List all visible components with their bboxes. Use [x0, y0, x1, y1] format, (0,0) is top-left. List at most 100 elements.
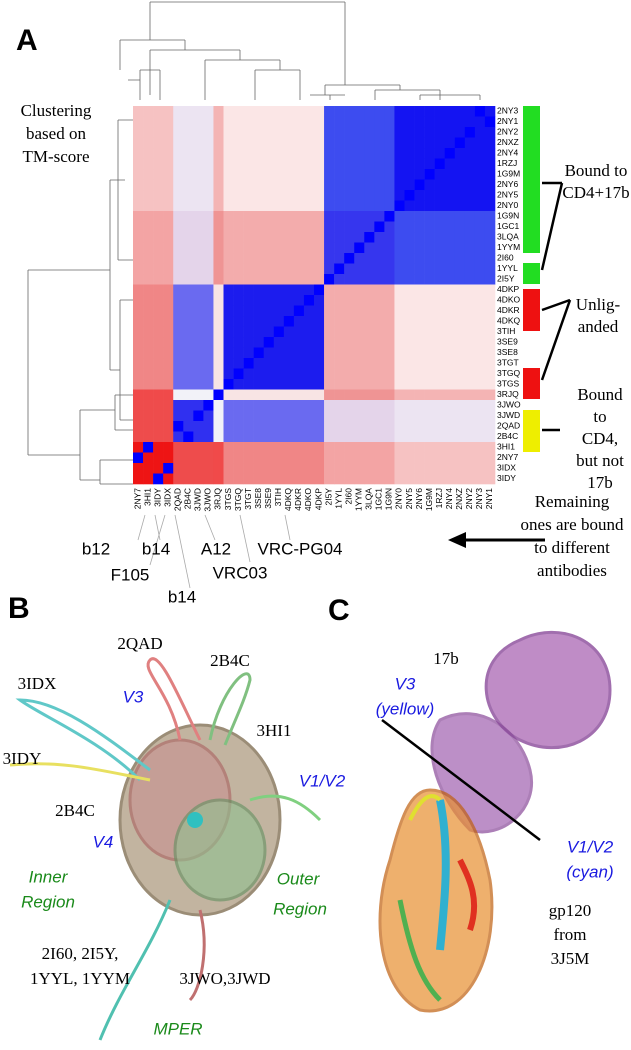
- heat-cell: [193, 263, 204, 275]
- heat-cell: [233, 316, 244, 327]
- heat-cell: [354, 473, 365, 485]
- group-annotation: anded: [578, 317, 619, 336]
- heat-cell: [273, 463, 285, 474]
- heat-cell: [153, 106, 164, 117]
- column-label: 3LQA: [364, 488, 374, 510]
- column-label: 2I60: [343, 488, 353, 505]
- heat-cell: [364, 190, 375, 201]
- heat-cell: [404, 347, 415, 359]
- heat-cell: [263, 389, 275, 401]
- heat-cell: [163, 431, 174, 443]
- heat-cell: [173, 452, 184, 464]
- antibody-label: F105: [111, 565, 150, 584]
- heat-cell: [384, 200, 395, 212]
- heat-cell: [293, 263, 305, 275]
- heat-cell: [344, 410, 355, 422]
- heat-cell: [384, 211, 395, 222]
- heat-cell: [464, 148, 476, 159]
- heat-cell: [293, 148, 305, 159]
- heat-cell: [444, 179, 456, 191]
- heat-cell: [153, 295, 164, 306]
- heat-cell: [324, 116, 335, 128]
- heat-cell: [213, 431, 224, 443]
- heat-cell: [484, 284, 496, 296]
- heat-cell: [464, 347, 476, 359]
- heat-cell: [243, 326, 254, 338]
- heat-cell: [273, 284, 285, 296]
- heat-cell: [444, 379, 456, 390]
- heat-cell: [253, 253, 265, 264]
- heat-cell: [354, 158, 365, 170]
- heat-cell: [374, 337, 385, 348]
- heat-cell: [183, 232, 194, 243]
- heat-cell: [434, 431, 446, 443]
- heat-cell: [354, 169, 365, 180]
- structure-label: Region: [273, 899, 327, 918]
- heat-cell: [303, 347, 315, 359]
- heat-cell: [223, 337, 234, 348]
- heat-cell: [133, 473, 144, 485]
- heat-cell: [283, 368, 295, 380]
- heat-cell: [484, 106, 496, 117]
- heat-cell: [183, 452, 194, 464]
- structure-label: Inner: [29, 867, 69, 886]
- column-label: 3TGS: [223, 488, 233, 511]
- heat-cell: [163, 463, 174, 474]
- heat-cell: [263, 379, 275, 390]
- row-label: 3TGS: [497, 379, 520, 389]
- heat-cell: [243, 358, 254, 369]
- heat-cell: [364, 179, 375, 191]
- heat-cell: [193, 368, 204, 380]
- heat-cell: [394, 316, 405, 327]
- heat-cell: [404, 463, 415, 474]
- heat-cell: [303, 179, 315, 191]
- heat-cell: [354, 379, 365, 390]
- heat-cell: [133, 116, 144, 128]
- heat-cell: [193, 337, 204, 348]
- heat-cell: [404, 169, 415, 180]
- heat-cell: [374, 158, 385, 170]
- heat-cell: [273, 158, 285, 170]
- heat-cell: [344, 379, 355, 390]
- heat-cell: [253, 263, 265, 275]
- heat-cell: [253, 442, 265, 453]
- heat-cell: [404, 284, 415, 296]
- heat-cell: [213, 400, 224, 411]
- heat-cell: [133, 221, 144, 233]
- heat-cell: [344, 158, 355, 170]
- structure-label: MPER: [153, 1019, 202, 1038]
- heat-cell: [464, 358, 476, 369]
- heat-cell: [243, 284, 254, 296]
- heat-cell: [203, 316, 214, 327]
- heat-cell: [414, 148, 425, 159]
- heat-cell: [203, 137, 214, 149]
- column-label: 1G9N: [384, 488, 394, 510]
- heat-cell: [303, 190, 315, 201]
- heat-cell: [454, 358, 466, 369]
- heat-cell: [173, 358, 184, 369]
- heat-cell: [213, 337, 224, 348]
- heat-cell: [374, 421, 385, 432]
- heat-cell: [474, 431, 486, 443]
- heat-cell: [293, 473, 305, 485]
- heat-cell: [444, 190, 456, 201]
- heat-cell: [133, 211, 144, 222]
- heat-cell: [364, 316, 375, 327]
- heat-cell: [444, 368, 456, 380]
- heat-cell: [334, 253, 345, 264]
- heat-cell: [133, 263, 144, 275]
- heat-cell: [303, 379, 315, 390]
- heat-cell: [173, 410, 184, 422]
- heat-cell: [173, 316, 184, 327]
- heat-cell: [484, 127, 496, 138]
- column-label: 1GC1: [374, 488, 384, 510]
- heat-cell: [374, 473, 385, 485]
- heat-cell: [163, 368, 174, 380]
- heat-cell: [324, 169, 335, 180]
- heat-cell: [444, 400, 456, 411]
- heat-cell: [474, 442, 486, 453]
- heat-cell: [233, 137, 244, 149]
- heat-cell: [464, 295, 476, 306]
- heat-cell: [414, 200, 425, 212]
- heat-cell: [474, 232, 486, 243]
